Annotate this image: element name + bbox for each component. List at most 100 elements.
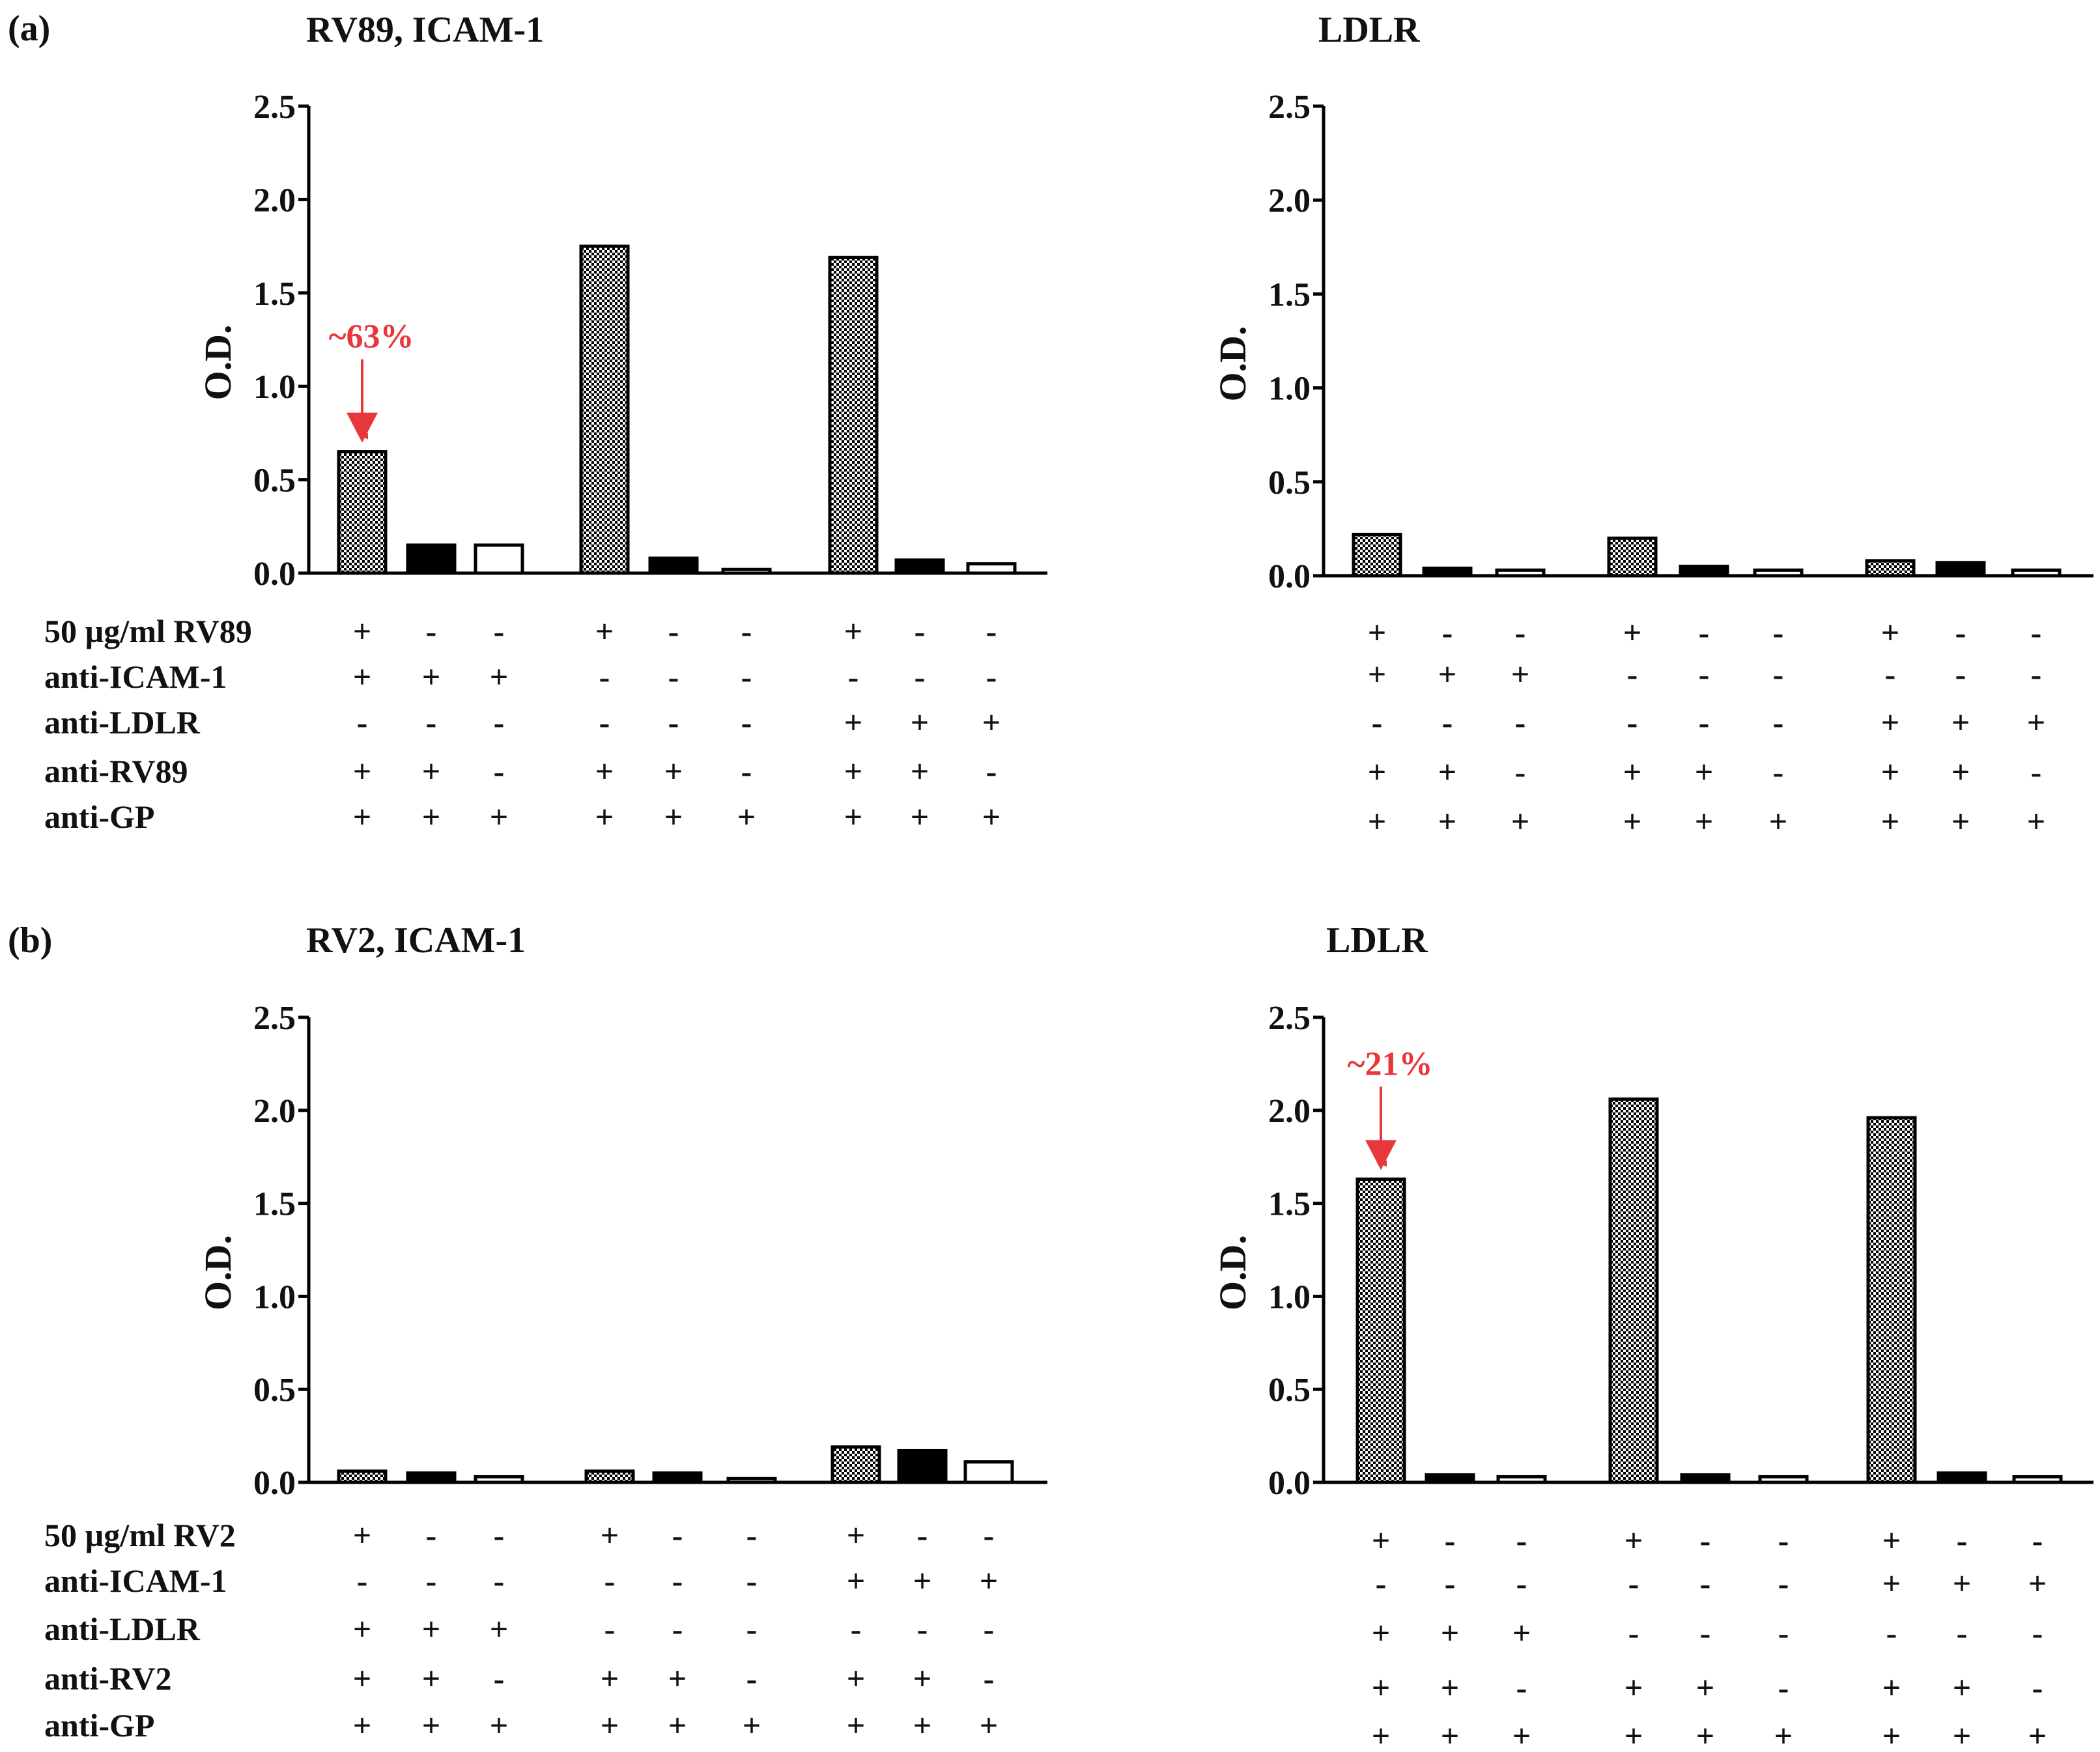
condition-symbol: + xyxy=(422,1707,441,1744)
condition-symbol: - xyxy=(672,1562,683,1599)
y-tick-label: 0.5 xyxy=(253,462,296,500)
condition-symbol: + xyxy=(1438,754,1457,790)
condition-symbol: - xyxy=(1516,1565,1527,1602)
bar-1 xyxy=(1355,1177,1406,1484)
condition-symbol: + xyxy=(422,1660,441,1697)
condition-symbol: - xyxy=(984,1517,995,1553)
condition-row-label: anti-ICAM-1 xyxy=(44,658,227,695)
condition-symbol: - xyxy=(1372,704,1383,741)
chart-title: LDLR xyxy=(1318,10,1420,50)
condition-symbol: - xyxy=(672,1611,683,1647)
condition-symbol: + xyxy=(664,753,683,789)
condition-symbol: + xyxy=(1512,1615,1531,1651)
condition-symbol: - xyxy=(2031,656,2042,692)
y-tick-label: 1.0 xyxy=(1268,371,1311,408)
condition-symbol: - xyxy=(746,1562,758,1599)
condition-symbol: - xyxy=(1778,1565,1789,1602)
condition-symbol: - xyxy=(984,1611,995,1647)
y-axis-label: O.D. xyxy=(1212,326,1254,402)
y-tick-label: 0.5 xyxy=(1268,464,1311,502)
condition-symbol: + xyxy=(422,798,441,835)
condition-symbol: + xyxy=(490,1611,509,1647)
y-tick-label: 2.0 xyxy=(253,1093,296,1130)
y-tick-label: 0.0 xyxy=(1268,1465,1311,1502)
condition-symbol: + xyxy=(2027,803,2046,840)
condition-symbol: - xyxy=(1442,614,1453,651)
condition-symbol: + xyxy=(1695,803,1714,840)
condition-symbol: + xyxy=(913,1707,932,1744)
condition-symbol: + xyxy=(1438,803,1457,840)
condition-symbol: + xyxy=(1769,803,1788,840)
condition-symbol: + xyxy=(737,798,756,835)
bar-8 xyxy=(894,558,945,575)
condition-symbol: - xyxy=(741,753,752,789)
condition-symbol: + xyxy=(911,798,929,835)
y-tick-label: 1.5 xyxy=(1268,276,1311,313)
condition-symbol: - xyxy=(1773,754,1784,790)
condition-symbol: + xyxy=(1696,1717,1715,1752)
y-tick-label: 2.0 xyxy=(253,182,296,219)
condition-symbol: + xyxy=(1951,803,1970,840)
condition-symbol: + xyxy=(490,658,509,695)
condition-symbol: + xyxy=(422,753,441,789)
condition-row-label: anti-ICAM-1 xyxy=(44,1562,227,1599)
bar-1 xyxy=(337,450,388,575)
condition-symbol: - xyxy=(986,613,997,649)
condition-symbol: + xyxy=(1512,1717,1531,1752)
condition-symbol: - xyxy=(426,1562,437,1599)
condition-symbol: + xyxy=(1625,1717,1643,1752)
condition-symbol: - xyxy=(672,1517,683,1553)
condition-symbol: + xyxy=(913,1562,932,1599)
y-axis-label: O.D. xyxy=(197,325,239,401)
condition-symbol: - xyxy=(1628,1615,1639,1651)
condition-row-label: anti-LDLR xyxy=(44,1611,201,1647)
condition-symbol: + xyxy=(1372,1522,1391,1559)
condition-symbol: + xyxy=(1881,803,1900,840)
condition-symbol: + xyxy=(1372,1669,1391,1706)
condition-symbol: + xyxy=(1953,1565,1972,1602)
condition-symbol: - xyxy=(357,1562,368,1599)
condition-symbol: + xyxy=(601,1517,619,1553)
condition-symbol: + xyxy=(1882,1565,1901,1602)
condition-symbol: + xyxy=(1881,754,1900,790)
condition-symbol: - xyxy=(1515,704,1526,741)
condition-symbol: - xyxy=(604,1562,616,1599)
condition-symbol: - xyxy=(915,613,926,649)
condition-symbol: + xyxy=(1511,803,1530,840)
condition-symbol: - xyxy=(604,1611,616,1647)
condition-row-label: 50 µg/ml RV2 xyxy=(44,1517,236,1553)
condition-symbol: - xyxy=(1699,614,1710,651)
y-tick-label: 2.5 xyxy=(1268,89,1311,126)
condition-symbol: + xyxy=(664,798,683,835)
condition-symbol: - xyxy=(1778,1522,1789,1559)
condition-symbol: - xyxy=(426,1517,437,1553)
condition-symbol: - xyxy=(746,1660,758,1697)
condition-symbol: - xyxy=(741,613,752,649)
condition-symbol: - xyxy=(494,704,505,741)
condition-symbol: - xyxy=(746,1517,758,1553)
condition-symbol: + xyxy=(1372,1615,1391,1651)
y-tick-label: 2.0 xyxy=(1268,1093,1311,1130)
condition-symbol: - xyxy=(1886,1615,1897,1651)
annotation-arrowhead xyxy=(347,412,378,443)
condition-symbol: + xyxy=(1953,1717,1972,1752)
condition-symbol: - xyxy=(746,1611,758,1647)
condition-symbol: + xyxy=(353,1707,372,1744)
condition-symbol: + xyxy=(353,613,372,649)
y-tick-label: 0.0 xyxy=(1268,558,1311,595)
condition-symbol: - xyxy=(494,613,505,649)
y-axis-label: O.D. xyxy=(197,1235,239,1310)
condition-symbol: - xyxy=(851,1611,862,1647)
condition-symbol: + xyxy=(844,704,863,741)
condition-symbol: + xyxy=(2028,1565,2047,1602)
condition-symbol: + xyxy=(2028,1717,2047,1752)
condition-symbol: + xyxy=(980,1707,999,1744)
y-axis-label: O.D. xyxy=(1212,1235,1254,1310)
condition-symbol: - xyxy=(1376,1565,1387,1602)
panel-label-a: (a) xyxy=(8,8,50,49)
condition-symbol: - xyxy=(915,658,926,695)
condition-row-label: anti-GP xyxy=(44,1707,154,1744)
y-tick-label: 2.5 xyxy=(1268,1000,1311,1037)
condition-symbol: + xyxy=(1881,704,1900,741)
condition-symbol: - xyxy=(668,658,679,695)
